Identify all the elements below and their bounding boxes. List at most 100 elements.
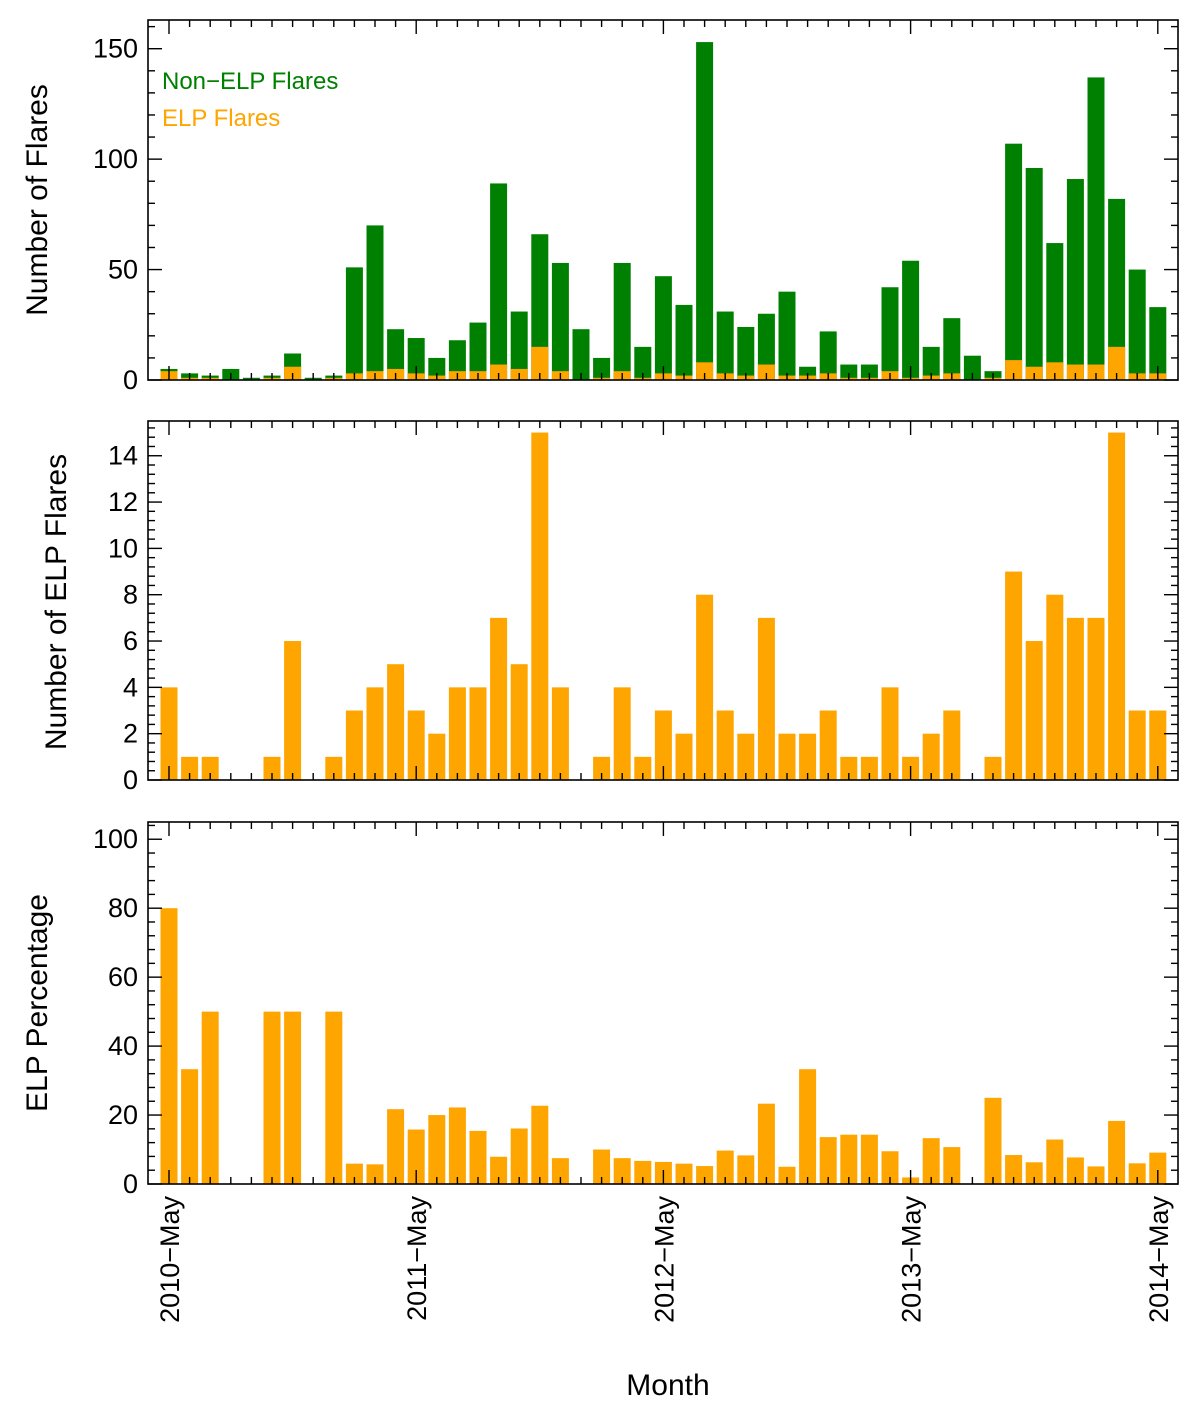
bar-elp-percentage: [551, 1158, 569, 1184]
bar-non-elp-flares: [1025, 167, 1043, 380]
bar-non-elp-flares: [819, 331, 837, 380]
bar-non-elp-flares: [490, 183, 508, 380]
bar-elp-percentage: [531, 1105, 549, 1184]
y-tick-label: 0: [123, 765, 138, 795]
bar-elp-count: [881, 687, 899, 780]
bar-elp-count: [1046, 594, 1064, 780]
bar-elp-percentage: [593, 1149, 611, 1184]
bar-elp-count: [551, 687, 569, 780]
bar-elp-count: [531, 432, 549, 780]
bar-elp-count: [593, 756, 611, 780]
bar-non-elp-flares: [675, 304, 693, 380]
bar-non-elp-flares: [1108, 198, 1126, 380]
bar-elp-percentage: [1046, 1139, 1064, 1184]
bar-elp-count: [325, 756, 343, 780]
bar-elp-percentage: [716, 1150, 734, 1184]
bar-elp-percentage: [1108, 1120, 1126, 1184]
bar-non-elp-flares: [943, 318, 961, 380]
bar-elp-count: [366, 687, 384, 780]
y-tick-label: 0: [123, 365, 138, 395]
bar-non-elp-flares: [716, 311, 734, 380]
bar-elp-percentage: [325, 1011, 343, 1184]
bar-elp-count: [1108, 432, 1126, 780]
bar-elp-count: [1025, 641, 1043, 780]
bar-elp-percentage: [922, 1138, 940, 1184]
bar-non-elp-flares: [1128, 269, 1146, 380]
y-axis-label-elp-flares: Number of ELP Flares: [40, 454, 73, 750]
y-tick-label: 12: [108, 487, 138, 517]
y-tick-label: 40: [108, 1031, 138, 1061]
bar-elp-percentage: [284, 1011, 302, 1184]
bar-elp-count: [840, 756, 858, 780]
bar-elp-count: [448, 687, 466, 780]
bar-elp-percentage: [1066, 1157, 1084, 1184]
y-tick-label: 20: [108, 1100, 138, 1130]
bar-elp-percentage: [448, 1107, 466, 1184]
bar-elp-percentage: [943, 1147, 961, 1184]
bar-elp-percentage: [737, 1155, 755, 1184]
bar-elp-count: [1128, 710, 1146, 780]
bar-elp-percentage: [675, 1163, 693, 1184]
bar-non-elp-flares: [1149, 307, 1167, 380]
bar-non-elp-flares: [387, 329, 405, 380]
bar-elp-percentage: [1087, 1166, 1105, 1184]
bar-elp-count: [387, 664, 405, 780]
y-tick-label: 150: [93, 34, 138, 64]
bar-elp-count: [922, 733, 940, 780]
y-tick-label: 8: [123, 580, 138, 610]
y-tick-label: 6: [123, 626, 138, 656]
y-tick-label: 50: [108, 255, 138, 285]
bar-elp-count: [428, 733, 446, 780]
bar-elp-percentage: [201, 1011, 219, 1184]
bar-non-elp-flares: [448, 340, 466, 380]
bar-elp-count: [757, 617, 775, 780]
bar-elp-count: [469, 687, 487, 780]
bar-elp-percentage: [881, 1151, 899, 1184]
bar-non-elp-flares: [963, 355, 981, 380]
y-tick-label: 2: [123, 719, 138, 749]
bar-elp-percentage: [469, 1130, 487, 1184]
bar-elp-count: [613, 687, 631, 780]
bar-non-elp-flares: [1066, 179, 1084, 380]
y-tick-label: 10: [108, 533, 138, 563]
y-tick-label: 100: [93, 824, 138, 854]
bar-elp-count: [778, 733, 796, 780]
bar-non-elp-flares: [593, 357, 611, 380]
bar-elp-percentage: [510, 1128, 528, 1184]
bar-non-elp-flares: [902, 260, 920, 380]
bar-elp-count: [1005, 571, 1023, 780]
bar-elp-flares: [1046, 362, 1064, 380]
bar-non-elp-flares: [860, 364, 878, 380]
bar-elp-count: [984, 756, 1002, 780]
bar-elp-count: [1149, 710, 1167, 780]
bar-non-elp-flares: [428, 357, 446, 380]
bar-elp-count: [1087, 617, 1105, 780]
bar-elp-count: [675, 733, 693, 780]
bar-elp-percentage: [840, 1134, 858, 1184]
y-axis-label-flares: Number of Flares: [21, 84, 54, 316]
x-tick-label: 2011−May: [402, 1196, 432, 1321]
bar-elp-count: [345, 710, 363, 780]
bar-non-elp-flares: [696, 42, 714, 381]
bar-elp-count: [490, 617, 508, 780]
bar-elp-count: [654, 710, 672, 780]
x-tick-label: 2010−May: [155, 1196, 185, 1323]
y-tick-label: 4: [123, 672, 138, 702]
y-tick-label: 80: [108, 893, 138, 923]
bar-non-elp-flares: [572, 329, 590, 380]
bar-elp-percentage: [696, 1166, 714, 1184]
bar-elp-count: [284, 641, 302, 780]
bar-non-elp-flares: [757, 313, 775, 380]
bar-elp-count: [1066, 617, 1084, 780]
bar-non-elp-flares: [366, 225, 384, 380]
bar-non-elp-flares: [551, 262, 569, 380]
bar-elp-count: [943, 710, 961, 780]
bar-non-elp-flares: [840, 364, 858, 380]
x-tick-label: 2013−May: [897, 1196, 927, 1323]
bar-elp-percentage: [1149, 1152, 1167, 1184]
plot-frame: [147, 821, 1179, 1185]
bar-elp-percentage: [160, 908, 178, 1184]
bar-elp-count: [510, 664, 528, 780]
bar-elp-percentage: [634, 1160, 652, 1184]
bar-elp-percentage: [819, 1137, 837, 1184]
